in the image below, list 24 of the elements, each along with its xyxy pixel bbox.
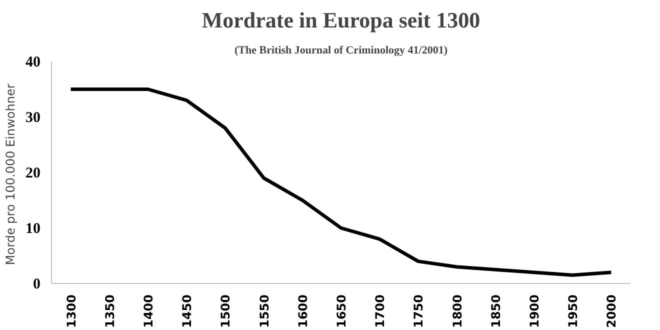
x-tick-label: 1650 <box>334 294 348 328</box>
x-tick-label: 1550 <box>257 294 272 328</box>
y-tick-label: 20 <box>26 166 40 182</box>
x-tick-label: 1900 <box>528 294 542 328</box>
x-tick-label: 2000 <box>604 294 619 328</box>
y-tick-label: 30 <box>26 110 40 126</box>
x-tick-label: 1450 <box>180 294 194 328</box>
chart-subtitle: (The British Journal of Criminology 41/2001) <box>234 44 448 56</box>
x-tick-label: 1500 <box>218 294 233 328</box>
x-tick-label: 1950 <box>566 294 580 328</box>
chart-title: Mordrate in Europa seit 1300 <box>202 8 480 32</box>
x-tick-label: 1400 <box>142 294 156 328</box>
x-tick-label: 1750 <box>412 294 426 328</box>
x-tick-label: 1600 <box>296 294 310 328</box>
y-tick-label: 10 <box>26 221 40 237</box>
x-tick-label: 1800 <box>450 294 464 328</box>
x-tick-label: 1350 <box>102 294 117 328</box>
y-tick-label: 40 <box>26 54 40 70</box>
x-tick-label: 1700 <box>373 294 388 328</box>
y-axis-title: Morde pro 100.000 Einwohner <box>4 84 18 266</box>
x-tick-label: 1300 <box>64 294 78 328</box>
x-tick-label: 1850 <box>488 294 503 328</box>
line-series <box>69 88 613 277</box>
y-tick-label: 0 <box>33 276 40 292</box>
